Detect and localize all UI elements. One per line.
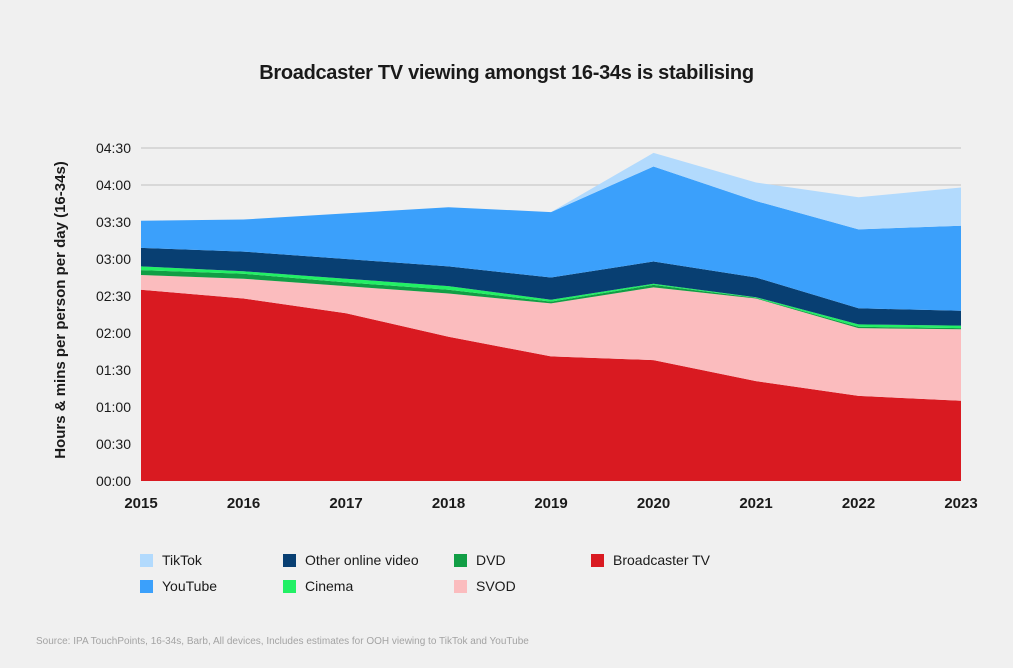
y-tick-label: 03:30 <box>96 214 131 230</box>
legend-item-cinema[interactable]: Cinema <box>283 578 353 594</box>
x-tick-label: 2015 <box>124 495 157 512</box>
chart-title: Broadcaster TV viewing amongst 16-34s is… <box>259 62 754 84</box>
x-tick-label: 2023 <box>944 495 977 512</box>
legend-swatch <box>591 553 604 567</box>
legend-item-tiktok[interactable]: TikTok <box>140 552 202 568</box>
legend-label: Broadcaster TV <box>613 552 711 568</box>
y-tick-label: 01:00 <box>96 399 131 415</box>
x-tick-label: 2019 <box>534 495 567 512</box>
legend-swatch <box>283 553 296 567</box>
stacked-areas <box>141 152 961 481</box>
legend-label: YouTube <box>162 578 218 594</box>
legend-label: SVOD <box>476 578 516 594</box>
source-note: Source: IPA TouchPoints, 16-34s, Barb, A… <box>36 636 529 647</box>
legend-label: Other online video <box>305 552 419 568</box>
y-tick-label: 02:00 <box>96 325 131 341</box>
area-broadcaster-tv <box>141 289 961 481</box>
y-tick-label: 03:00 <box>96 251 131 267</box>
legend-swatch <box>140 553 153 567</box>
legend-item-youtube[interactable]: YouTube <box>140 578 217 594</box>
area-other-online-video <box>141 247 961 326</box>
y-tick-label: 02:30 <box>96 288 131 304</box>
x-tick-label: 2020 <box>637 495 670 512</box>
area-svod <box>141 275 961 401</box>
y-axis-label: Hours & mins per person per day (16-34s) <box>52 161 69 459</box>
x-axis-ticks: 2015 2016 2017 2018 2019 2020 2021 2022 2023 <box>124 495 977 512</box>
x-tick-label: 2022 <box>842 495 875 512</box>
legend-item-svod[interactable]: SVOD <box>454 578 516 594</box>
area-dvd <box>141 270 961 330</box>
legend-item-dvd[interactable]: DVD <box>454 552 506 568</box>
legend-item-other-online-video[interactable]: Other online video <box>283 552 419 568</box>
y-tick-label: 00:00 <box>96 473 131 489</box>
area-cinema <box>141 266 961 329</box>
x-tick-label: 2021 <box>739 495 772 512</box>
legend-label: DVD <box>476 552 506 568</box>
area-tiktok <box>141 152 961 230</box>
legend-swatch <box>454 553 467 567</box>
legend-swatch <box>454 579 467 593</box>
area-youtube <box>141 166 961 311</box>
x-tick-label: 2016 <box>227 495 260 512</box>
y-tick-label: 04:30 <box>96 140 131 156</box>
y-tick-label: 00:30 <box>96 436 131 452</box>
y-tick-label: 01:30 <box>96 362 131 378</box>
y-tick-label: 04:00 <box>96 177 131 193</box>
y-axis-ticks: 00:00 00:30 01:00 01:30 02:00 02:30 03:00 03:30… <box>96 140 131 489</box>
x-tick-label: 2017 <box>329 495 362 512</box>
legend-item-broadcaster-tv[interactable]: Broadcaster TV <box>591 552 710 568</box>
legend-swatch <box>283 579 296 593</box>
x-tick-label: 2018 <box>432 495 465 512</box>
legend-label: TikTok <box>162 552 202 568</box>
legend-label: Cinema <box>305 578 354 594</box>
legend-swatch <box>140 579 153 593</box>
